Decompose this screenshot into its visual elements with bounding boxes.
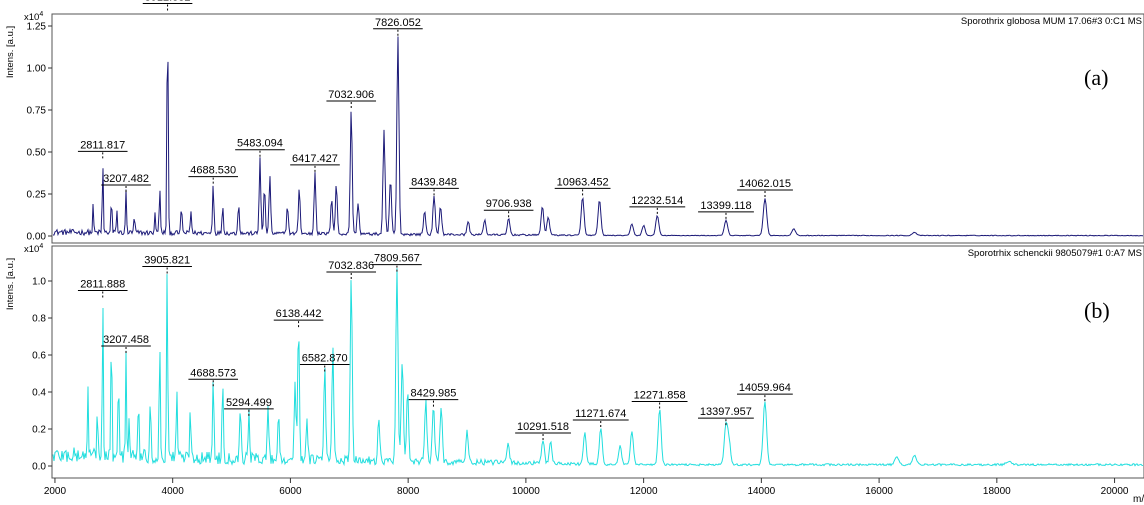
x-tick-label: 12000 bbox=[630, 486, 658, 497]
peak-annotation: 7826.052 bbox=[373, 17, 423, 38]
peak-label: 4688.573 bbox=[190, 367, 236, 379]
peak-annotation: 3912.832 bbox=[142, 0, 193, 13]
peak-annotation: 13397.957 bbox=[698, 406, 754, 428]
peak-annotation: 2811.888 bbox=[77, 279, 128, 300]
peak-label: 3912.832 bbox=[145, 0, 191, 4]
peak-annotation: 12232.514 bbox=[629, 195, 686, 216]
peak-annotation: 3207.458 bbox=[101, 334, 151, 355]
peak-annotation: 3207.482 bbox=[101, 173, 151, 194]
peak-annotation: 4688.573 bbox=[188, 367, 239, 389]
peak-label: 10963.452 bbox=[557, 176, 609, 188]
peak-label: 6582.870 bbox=[302, 353, 348, 365]
peak-label: 5294.499 bbox=[226, 397, 272, 409]
y-tick-label: 0.6 bbox=[32, 351, 46, 362]
peak-annotation: 5294.499 bbox=[224, 397, 274, 418]
panel-tag-a: (a) bbox=[1084, 65, 1108, 90]
peak-label: 7826.052 bbox=[375, 17, 421, 29]
y-multiplier-a: x104 bbox=[24, 11, 43, 23]
panel-tag-b: (b) bbox=[1084, 298, 1110, 323]
x-tick-label: 16000 bbox=[865, 486, 893, 497]
y-tick-label: 1.00 bbox=[27, 64, 47, 75]
peak-label: 6417.427 bbox=[292, 153, 338, 165]
peak-label: 13397.957 bbox=[700, 406, 752, 418]
x-axis-unit-label: m/z bbox=[1133, 494, 1144, 505]
peak-label: 3207.458 bbox=[103, 334, 149, 346]
peak-label: 7032.906 bbox=[328, 89, 374, 101]
peak-label: 3905.821 bbox=[144, 254, 190, 266]
y-multiplier-b: x104 bbox=[24, 243, 43, 255]
peak-annotation: 5483.094 bbox=[235, 138, 285, 159]
peak-label: 8439.848 bbox=[411, 176, 457, 188]
peak-annotation: 6582.870 bbox=[299, 353, 350, 374]
y-axis-label-a: Intens. [a.u.] bbox=[5, 26, 16, 78]
x-tick-label: 10000 bbox=[512, 486, 540, 497]
y-axis-label-b: Intens. [a.u.] bbox=[5, 258, 16, 310]
peak-annotation: 2811.817 bbox=[77, 139, 128, 161]
peak-annotation: 9706.938 bbox=[483, 198, 534, 220]
x-tick-label: 4000 bbox=[162, 486, 185, 497]
x-tick-label: 20000 bbox=[1101, 486, 1129, 497]
peak-label: 14059.964 bbox=[739, 382, 791, 394]
plot-frame-a bbox=[51, 13, 1144, 244]
peak-annotation: 14059.964 bbox=[736, 382, 793, 404]
x-tick-label: 14000 bbox=[747, 486, 775, 497]
peak-annotation: 4688.530 bbox=[188, 165, 239, 186]
spectrum-title-b: Sporotrhix schenckii 9805079#1 0:A7 MS bbox=[968, 248, 1142, 259]
peak-annotation: 14062.015 bbox=[737, 178, 793, 200]
peak-label: 2811.817 bbox=[80, 139, 125, 151]
peak-annotation: 10291.518 bbox=[515, 421, 571, 442]
x-tick-label: 8000 bbox=[397, 486, 420, 497]
y-tick-label: 0.2 bbox=[32, 425, 46, 436]
y-tick-label: 0.4 bbox=[32, 388, 46, 399]
peak-label: 9706.938 bbox=[486, 198, 532, 210]
peak-annotation: 12271.858 bbox=[631, 390, 688, 411]
peak-annotation: 6138.442 bbox=[273, 308, 324, 330]
plot-frame-b bbox=[51, 245, 1144, 479]
peak-label: 3207.482 bbox=[103, 173, 149, 185]
spectrum-trace-b bbox=[52, 268, 1144, 467]
peak-label: 8429.985 bbox=[411, 388, 457, 400]
peak-annotation: 7809.567 bbox=[372, 253, 422, 274]
peak-annotation: 7032.906 bbox=[326, 89, 377, 110]
peak-annotation: 11271.674 bbox=[572, 408, 629, 429]
x-axis: 2000 4000 6000 8000 10000 12000 14000 16000 1800… bbox=[44, 478, 1129, 497]
peak-label: 12232.514 bbox=[631, 195, 683, 207]
peak-label: 4688.530 bbox=[190, 165, 236, 177]
peak-label: 7809.567 bbox=[374, 253, 420, 265]
peak-label: 14062.015 bbox=[739, 178, 791, 190]
spectrum-title-a: Sporothrix globosa MUM 17.06#3 0:C1 MS bbox=[961, 16, 1142, 27]
y-tick-label: 0.50 bbox=[27, 148, 47, 159]
peak-annotation: 7032.836 bbox=[326, 260, 377, 281]
y-tick-label: 1.25 bbox=[27, 22, 47, 33]
peak-annotation: 13399.118 bbox=[698, 200, 754, 221]
y-tick-label: 0.00 bbox=[27, 232, 47, 243]
y-tick-label: 1.0 bbox=[32, 277, 46, 288]
panel-b: 2811.888 3207.458 3905.821 4688.573 5294.499… bbox=[5, 243, 1144, 479]
x-tick-label: 2000 bbox=[44, 486, 67, 497]
spectrum-trace-a bbox=[53, 36, 1143, 237]
peak-annotation: 6417.427 bbox=[290, 153, 340, 174]
y-tick-label: 0.75 bbox=[27, 106, 47, 117]
peak-annotation: 8429.985 bbox=[408, 388, 459, 409]
peak-annotation: 10963.452 bbox=[554, 176, 611, 198]
y-tick-label: 0.0 bbox=[32, 462, 46, 473]
y-tick-label: 0.25 bbox=[27, 190, 47, 201]
peak-label: 11271.674 bbox=[575, 408, 626, 420]
peak-annotation: 8439.848 bbox=[409, 176, 459, 198]
peak-label: 5483.094 bbox=[237, 138, 283, 150]
peak-label: 6138.442 bbox=[276, 308, 322, 320]
panel-a: 2811.817 3207.482 3912.832 4688.530 5483.094… bbox=[5, 0, 1144, 244]
peak-annotation: 3905.821 bbox=[142, 254, 192, 276]
peak-label: 10291.518 bbox=[517, 421, 569, 433]
peak-label: 2811.888 bbox=[80, 279, 125, 291]
x-tick-label: 18000 bbox=[983, 486, 1011, 497]
peak-label: 13399.118 bbox=[700, 200, 751, 212]
peak-label: 12271.858 bbox=[634, 390, 686, 402]
peak-label: 7032.836 bbox=[328, 260, 374, 272]
x-tick-label: 6000 bbox=[279, 486, 302, 497]
y-tick-label: 0.8 bbox=[32, 314, 46, 325]
